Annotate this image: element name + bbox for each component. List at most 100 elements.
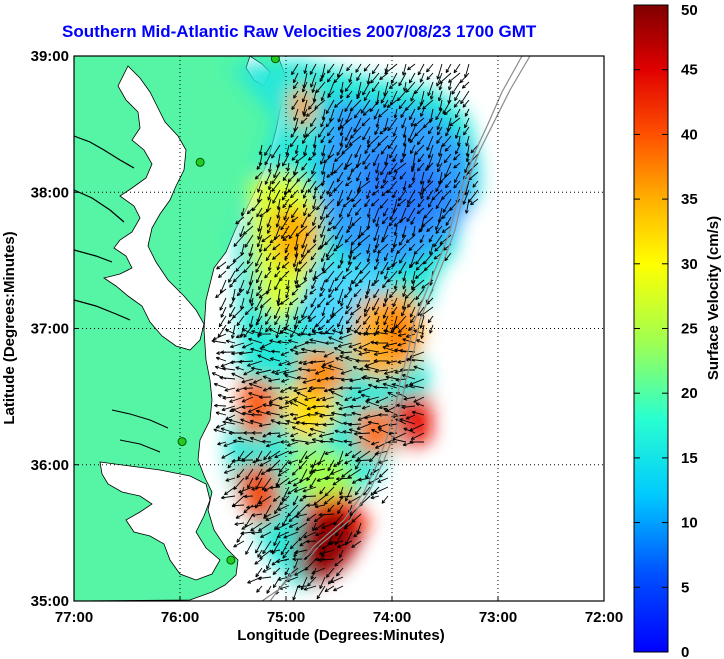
velocity-vector xyxy=(295,522,308,531)
velocity-vector xyxy=(261,477,272,491)
velocity-vector-head xyxy=(268,399,272,403)
velocity-vector-head xyxy=(355,492,359,496)
velocity-vector xyxy=(245,540,254,555)
velocity-vector xyxy=(314,99,326,110)
velocity-vector xyxy=(350,306,362,316)
velocity-vector xyxy=(291,207,299,219)
velocity-vector xyxy=(346,189,353,201)
velocity-vector-head xyxy=(277,215,281,219)
velocity-vector xyxy=(322,108,326,121)
velocity-vector-head xyxy=(327,508,330,512)
x-tick-label: 73:00 xyxy=(479,609,517,626)
velocity-vector xyxy=(377,477,389,483)
velocity-vector-head xyxy=(227,466,232,469)
velocity-vector xyxy=(286,420,299,425)
velocity-vector-head xyxy=(342,275,345,280)
velocity-vector-head xyxy=(278,396,283,400)
velocity-vector-head xyxy=(241,398,245,403)
velocity-vector-head xyxy=(310,256,313,261)
velocity-vector xyxy=(380,261,389,275)
velocity-vector xyxy=(255,261,263,273)
velocity-vector xyxy=(365,288,371,299)
velocity-vector-head xyxy=(288,518,291,522)
velocity-vector-head xyxy=(343,525,347,530)
velocity-vector-head xyxy=(349,380,354,383)
velocity-vector-head xyxy=(231,505,236,508)
velocity-vector xyxy=(441,225,452,233)
velocity-vector xyxy=(420,171,425,185)
velocity-vector-head xyxy=(339,355,343,359)
velocity-vector xyxy=(312,522,317,531)
velocity-vector-head xyxy=(358,235,362,239)
velocity-vector xyxy=(356,450,371,461)
velocity-vector xyxy=(403,135,407,147)
velocity-vector xyxy=(374,306,380,316)
velocity-vector-head xyxy=(274,322,278,326)
velocity-vector xyxy=(362,108,371,116)
velocity-vector-head xyxy=(266,410,270,413)
velocity-vector-head xyxy=(265,330,269,333)
velocity-vector-head xyxy=(426,302,431,305)
velocity-vector-head xyxy=(339,497,343,500)
velocity-vector-head xyxy=(398,197,400,201)
velocity-vector-head xyxy=(397,342,401,346)
velocity-vector-head xyxy=(410,314,414,318)
velocity-vector-head xyxy=(396,403,400,406)
velocity-vector xyxy=(274,279,281,290)
velocity-vector-head xyxy=(406,241,410,244)
velocity-vector xyxy=(366,279,371,295)
velocity-vector-head xyxy=(314,186,317,191)
velocity-vector-head xyxy=(259,557,264,560)
velocity-vector-head xyxy=(445,70,450,73)
velocity-vector xyxy=(295,153,308,164)
velocity-vector-head xyxy=(238,353,243,356)
velocity-vector-head xyxy=(428,131,432,135)
velocity-vector xyxy=(387,391,398,398)
velocity-vector-head xyxy=(262,569,266,573)
velocity-vector-head xyxy=(323,500,327,505)
velocity-vector-head xyxy=(383,330,387,334)
velocity-vector-head xyxy=(304,295,308,299)
velocity-vector-head xyxy=(460,101,464,105)
velocity-vector-head xyxy=(351,222,354,226)
velocity-vector-head xyxy=(289,143,292,147)
velocity-vector-head xyxy=(426,70,430,73)
velocity-vector-head xyxy=(413,399,417,403)
velocity-vector-head xyxy=(268,378,272,382)
velocity-vector-head xyxy=(410,151,414,155)
velocity-vector-head xyxy=(324,243,329,246)
velocity-vector xyxy=(427,153,434,169)
velocity-vector xyxy=(380,180,389,189)
velocity-vector-head xyxy=(381,501,386,504)
velocity-vector-head xyxy=(282,239,287,242)
velocity-vector-head xyxy=(281,264,284,269)
velocity-vector-head xyxy=(240,305,242,310)
velocity-vector-head xyxy=(236,475,241,479)
velocity-vector xyxy=(367,252,371,263)
velocity-vector-head xyxy=(357,331,362,334)
velocity-vector-head xyxy=(260,534,263,538)
velocity-vector-head xyxy=(296,178,299,182)
velocity-vector xyxy=(337,63,344,78)
velocity-vector xyxy=(405,81,416,93)
velocity-vector-head xyxy=(338,346,342,348)
velocity-vector xyxy=(281,225,290,239)
velocity-vector xyxy=(314,504,326,508)
velocity-vector-head xyxy=(320,182,323,187)
velocity-vector xyxy=(276,216,281,228)
velocity-vector-head xyxy=(266,411,270,415)
velocity-vector-head xyxy=(297,286,301,288)
velocity-vector-head xyxy=(310,463,314,468)
velocity-vector-head xyxy=(374,451,378,455)
velocity-vector xyxy=(289,401,299,407)
velocity-vector-head xyxy=(305,342,309,345)
velocity-vector-head xyxy=(388,222,391,226)
velocity-vector xyxy=(311,162,317,175)
velocity-vector xyxy=(211,340,227,344)
velocity-vector xyxy=(375,162,380,174)
velocity-vector-head xyxy=(293,316,295,320)
velocity-vector xyxy=(437,162,443,173)
colorbar-tick-label: 5 xyxy=(681,579,689,596)
velocity-vector xyxy=(397,360,407,363)
velocity-vector-head xyxy=(454,98,458,102)
